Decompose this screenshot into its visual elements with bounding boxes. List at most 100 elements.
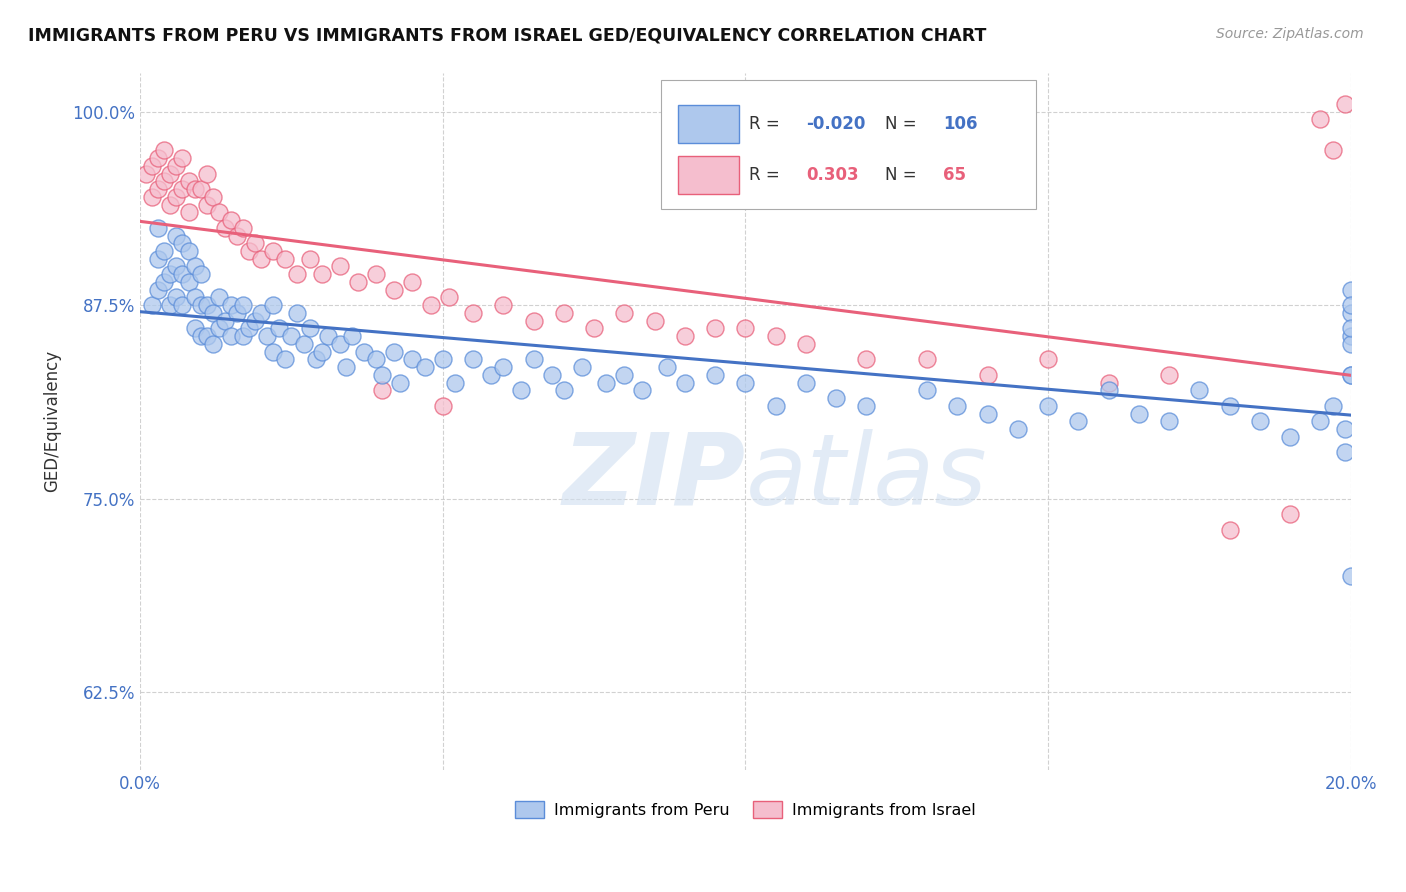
Point [479, 368, 502, 382]
Point [153, 275, 176, 289]
Point [704, 368, 727, 382]
Point [461, 306, 484, 320]
Point [262, 298, 284, 312]
Point [1340, 298, 1362, 312]
Point [269, 321, 291, 335]
Point [673, 376, 696, 390]
Point [250, 252, 273, 266]
Point [1097, 376, 1119, 390]
Point [1007, 422, 1029, 436]
Text: R =: R = [749, 115, 785, 133]
Text: -0.020: -0.020 [806, 115, 865, 133]
Point [401, 352, 423, 367]
Point [141, 190, 163, 204]
Point [190, 182, 212, 196]
Point [946, 399, 969, 413]
Text: atlas: atlas [745, 428, 987, 525]
Point [1128, 407, 1150, 421]
Point [1249, 414, 1271, 428]
Point [655, 360, 678, 375]
Point [855, 352, 877, 367]
Point [401, 275, 423, 289]
Point [304, 352, 326, 367]
Point [298, 252, 321, 266]
Point [734, 376, 756, 390]
Point [195, 329, 218, 343]
Point [389, 376, 412, 390]
Point [366, 352, 388, 367]
Point [553, 384, 575, 398]
Point [292, 337, 315, 351]
Point [1097, 384, 1119, 398]
Point [274, 252, 297, 266]
Point [190, 267, 212, 281]
Point [165, 190, 187, 204]
Point [208, 205, 231, 219]
Point [311, 267, 333, 281]
Point [238, 321, 260, 335]
Point [153, 174, 176, 188]
Point [1333, 445, 1355, 459]
Point [208, 321, 231, 335]
Point [287, 306, 309, 320]
Point [148, 151, 170, 165]
Point [1333, 422, 1355, 436]
Point [232, 220, 254, 235]
Point [1279, 430, 1302, 444]
Point [329, 337, 352, 351]
Point [1159, 368, 1181, 382]
Point [219, 329, 242, 343]
Point [765, 329, 787, 343]
Point [419, 298, 441, 312]
Point [1067, 414, 1090, 428]
Point [226, 306, 249, 320]
Point [825, 391, 848, 405]
Point [262, 244, 284, 258]
Point [165, 228, 187, 243]
Point [437, 290, 460, 304]
Point [855, 399, 877, 413]
Point [329, 260, 352, 274]
Y-axis label: GED/Equivalency: GED/Equivalency [44, 351, 60, 492]
Point [461, 352, 484, 367]
Text: IMMIGRANTS FROM PERU VS IMMIGRANTS FROM ISRAEL GED/EQUIVALENCY CORRELATION CHART: IMMIGRANTS FROM PERU VS IMMIGRANTS FROM … [28, 27, 987, 45]
Point [1309, 112, 1331, 127]
Point [704, 321, 727, 335]
Text: N =: N = [884, 166, 921, 184]
Point [219, 213, 242, 227]
Point [1159, 414, 1181, 428]
Point [583, 321, 606, 335]
Point [1333, 97, 1355, 112]
Point [262, 344, 284, 359]
Point [183, 182, 205, 196]
Point [201, 337, 224, 351]
Text: 106: 106 [942, 115, 977, 133]
Point [159, 197, 181, 211]
Point [148, 252, 170, 266]
Point [172, 182, 194, 196]
Point [311, 344, 333, 359]
Point [353, 344, 375, 359]
Point [226, 228, 249, 243]
Point [340, 329, 363, 343]
Point [159, 298, 181, 312]
Point [183, 321, 205, 335]
Point [1340, 329, 1362, 343]
Point [1340, 368, 1362, 382]
Point [195, 197, 218, 211]
Point [1340, 306, 1362, 320]
Point [141, 159, 163, 173]
Point [190, 298, 212, 312]
Point [238, 244, 260, 258]
Point [232, 298, 254, 312]
Point [172, 236, 194, 251]
Point [190, 329, 212, 343]
Point [571, 360, 593, 375]
Point [915, 352, 938, 367]
Point [1340, 368, 1362, 382]
Point [148, 182, 170, 196]
Point [201, 190, 224, 204]
Point [219, 298, 242, 312]
Point [1219, 523, 1241, 537]
Point [1309, 414, 1331, 428]
